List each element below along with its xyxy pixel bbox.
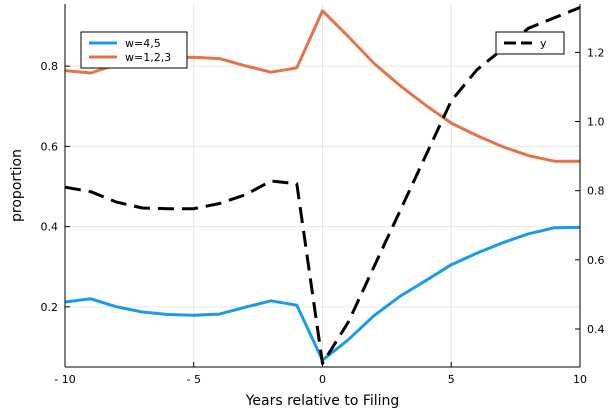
- y-right-tick-label: 0.8: [587, 185, 605, 198]
- y-left-tick-label: 0.8: [41, 60, 59, 73]
- legend-label: w=4,5: [125, 37, 161, 50]
- x-tick-label: 5: [448, 373, 455, 386]
- x-tick-label: - 10: [54, 373, 75, 386]
- legend-label: y: [540, 37, 547, 50]
- y-left-tick-label: 0.6: [41, 140, 59, 153]
- tick-labels: - 10 - 5 0 5 10 0.2 0.4 0.6 0.8 0.4 0.6 0.8 1.0 1.2: [41, 46, 605, 386]
- legend-label: w=1,2,3: [125, 51, 171, 64]
- x-axis-title: Years relative to Filing: [245, 393, 400, 409]
- y-left-tick-label: 0.4: [41, 221, 59, 234]
- legend-box: [80, 31, 188, 69]
- x-tick-label: 0: [319, 373, 326, 386]
- y-right-tick-label: 0.4: [587, 323, 605, 336]
- legend-right: y: [495, 31, 565, 55]
- axes: [64, 4, 581, 368]
- y-right-tick-label: 1.2: [587, 46, 605, 59]
- y-left-tick-label: 0.2: [41, 301, 59, 314]
- legend-left: w=4,5w=1,2,3: [80, 31, 188, 69]
- y-axis-title: proportion: [9, 149, 25, 222]
- x-tick-label: 10: [573, 373, 587, 386]
- y-right-tick-label: 1.0: [587, 116, 605, 129]
- x-tick-label: - 5: [187, 373, 201, 386]
- y-right-tick-label: 0.6: [587, 254, 605, 267]
